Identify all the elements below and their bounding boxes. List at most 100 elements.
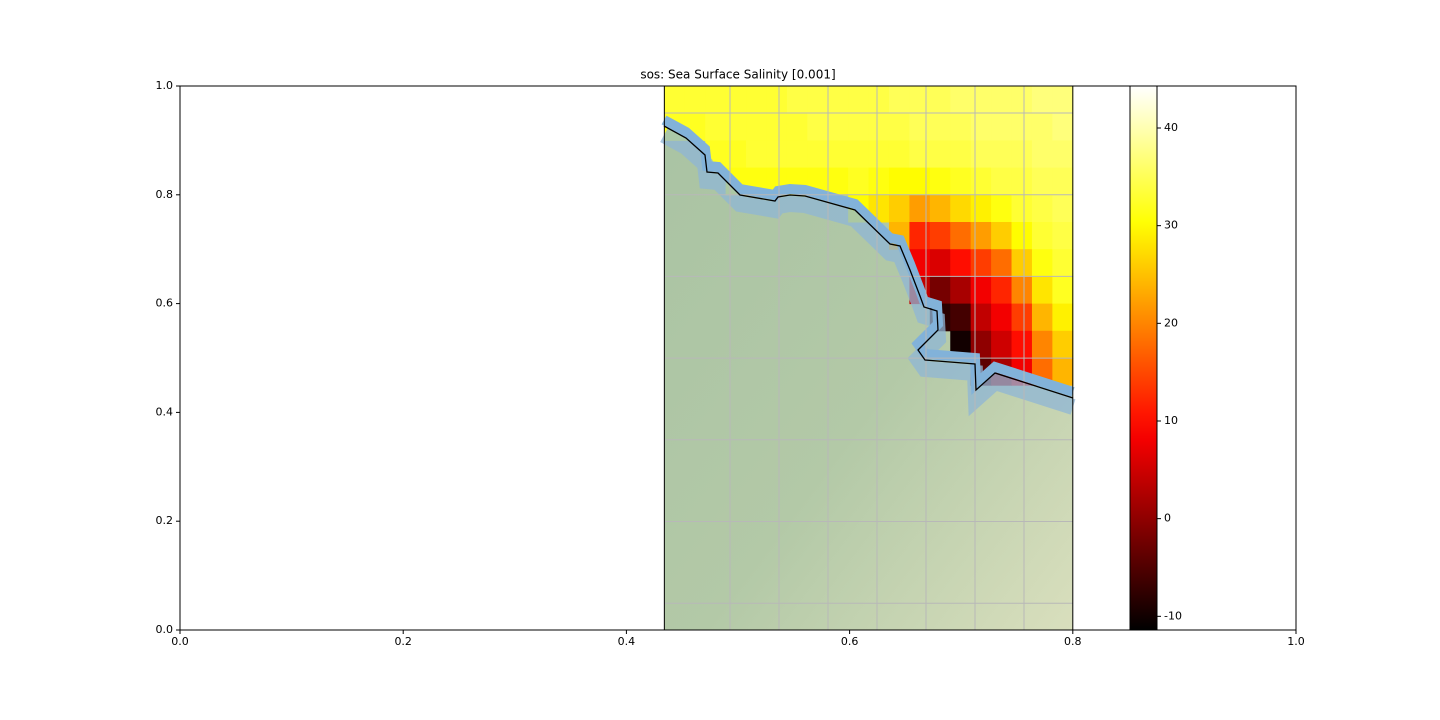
salinity-cell [746,140,767,169]
x-tick-label: 0.4 [618,635,636,648]
salinity-cell [725,140,747,169]
salinity-cell [950,194,972,223]
salinity-cell [970,167,992,196]
salinity-cell [970,222,992,250]
coastline [663,125,1074,399]
salinity-cell [1031,303,1053,332]
salinity-cell [684,86,706,114]
salinity-cell [929,194,951,223]
salinity-cell [970,330,992,359]
x-tick-label: 0.2 [394,635,412,648]
salinity-cell [1011,86,1033,114]
salinity-cell [1052,276,1074,305]
salinity-cell [664,86,686,114]
salinity-cell [848,140,870,169]
salinity-cell [1011,303,1033,332]
salinity-cell [970,194,992,223]
salinity-cell [1052,86,1074,114]
salinity-cell [909,86,931,114]
salinity-cell [868,167,890,196]
salinity-cell [950,86,972,114]
map-overlay [660,85,1076,631]
salinity-cell [1011,249,1033,277]
salinity-cell [1031,86,1053,114]
salinity-cell [807,86,829,114]
salinity-cell [786,113,808,141]
salinity-cell [1011,113,1033,141]
salinity-cell [888,194,910,223]
salinity-cell [909,222,931,250]
salinity-cell [1031,194,1053,223]
colorbar-tick-label: 30 [1164,219,1178,232]
salinity-cell [888,167,910,196]
salinity-cell [705,113,727,141]
salinity-cell [827,167,849,196]
colorbar-tick-label: 0 [1164,512,1171,525]
salinity-cell [909,194,931,223]
y-tick-label: 0.8 [156,188,174,201]
salinity-cell [827,86,849,114]
salinity-cell [929,113,951,141]
x-tick-label: 0.0 [171,635,189,648]
salinity-cell [970,140,992,169]
salinity-cell [848,86,870,114]
salinity-cell [1052,303,1074,332]
salinity-cell [1052,113,1074,141]
salinity-cell [1052,330,1074,359]
salinity-cell [970,303,992,332]
y-tick-label: 0.0 [156,623,174,636]
salinity-cell [991,86,1013,114]
salinity-cell [929,167,951,196]
colorbar-tick-label: 20 [1164,316,1178,329]
y-tick-label: 0.6 [156,297,174,310]
salinity-cell [1031,167,1053,196]
salinity-cell [909,167,931,196]
salinity-cell [991,330,1013,359]
salinity-cell [1011,330,1033,359]
salinity-cell [766,140,788,169]
salinity-cell [888,113,910,141]
salinity-cell [888,140,910,169]
salinity-cell [725,113,747,141]
salinity-cell [991,167,1013,196]
salinity-cell [929,222,951,250]
salinity-cell [1031,249,1053,277]
salinity-cell [827,113,849,141]
salinity-cell [827,140,849,169]
salinity-cell [929,140,951,169]
salinity-cell [746,113,767,141]
salinity-cell [1011,167,1033,196]
salinity-cell [991,276,1013,305]
salinity-cell [1052,140,1074,169]
colorbar-tick-label: 40 [1164,121,1178,134]
salinity-cell [868,113,890,141]
salinity-cell [786,86,808,114]
salinity-cell [725,86,747,114]
salinity-cell [950,249,972,277]
salinity-cell [705,86,727,114]
salinity-cell [950,222,972,250]
salinity-cell [991,194,1013,223]
salinity-cell [766,86,788,114]
salinity-cell [970,86,992,114]
colorbar-tick-label: -10 [1164,609,1182,622]
shallow-water [661,115,1075,397]
salinity-cell [929,86,951,114]
salinity-cell [909,140,931,169]
salinity-cell [1031,222,1053,250]
salinity-cell [970,276,992,305]
salinity-cell [1052,249,1074,277]
salinity-cell [991,140,1013,169]
chart-title: sos: Sea Surface Salinity [0.001] [640,68,835,82]
y-tick-label: 1.0 [156,79,174,92]
salinity-cell [888,86,910,114]
salinity-cell [1011,194,1033,223]
salinity-cell [1031,330,1053,359]
salinity-cell [1011,276,1033,305]
salinity-cell [991,222,1013,250]
salinity-cell [1052,222,1074,250]
salinity-cell [950,113,972,141]
x-tick-label: 1.0 [1287,635,1305,648]
colorbar-tick-label: 10 [1164,414,1178,427]
